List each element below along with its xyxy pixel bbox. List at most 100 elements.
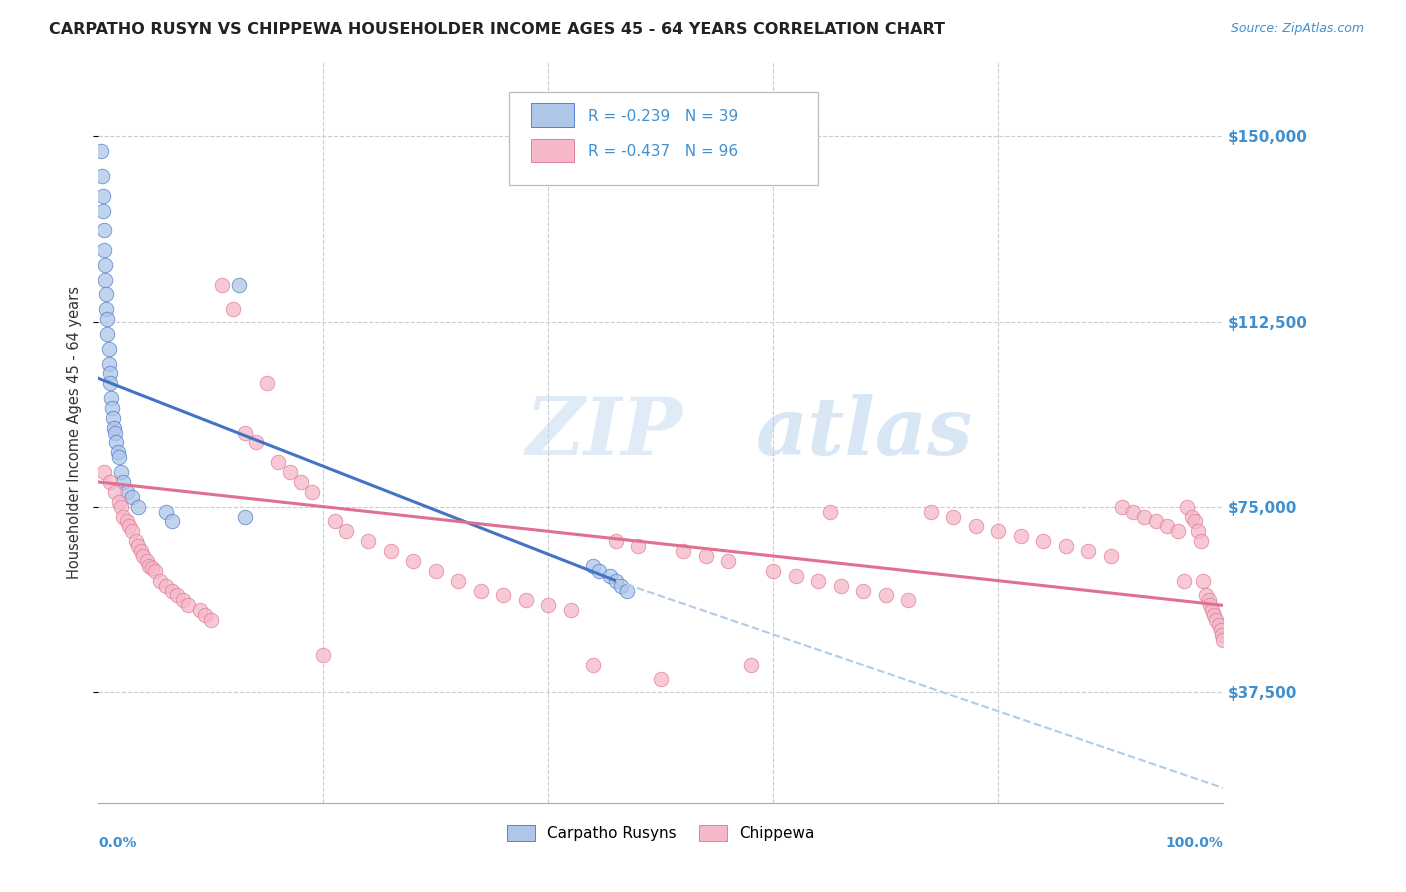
Point [357,534,380,549]
Point [717,554,740,568]
Point [852,583,875,598]
Point [335,524,357,539]
FancyBboxPatch shape [531,138,574,162]
Text: atlas: atlas [756,394,974,471]
Point [166,589,188,603]
Point [942,509,965,524]
Point [425,564,447,578]
Point [1212,632,1234,647]
Point [228,277,250,292]
Point [97,342,120,356]
Point [1111,500,1133,514]
Point [447,574,470,588]
Point [149,574,172,588]
Point [492,589,515,603]
Point [94,272,117,286]
Point [90,169,112,183]
Point [127,539,149,553]
Point [112,509,135,524]
Point [380,544,402,558]
Text: 0.0%: 0.0% [98,836,136,850]
Point [97,357,120,371]
Point [605,574,627,588]
Point [91,203,114,218]
Text: ZIP: ZIP [526,394,683,471]
Point [515,593,537,607]
Point [124,534,146,549]
Point [762,564,785,578]
Point [672,544,695,558]
Point [402,554,425,568]
Point [118,519,141,533]
Point [107,450,129,465]
Point [104,484,127,499]
Point [267,455,290,469]
Legend: Carpatho Rusyns, Chippewa: Carpatho Rusyns, Chippewa [501,819,821,847]
Point [818,505,841,519]
Point [560,603,582,617]
FancyBboxPatch shape [509,92,818,185]
Point [100,391,122,405]
Point [96,287,118,301]
Point [141,561,163,575]
Point [101,410,124,425]
Point [233,425,256,440]
Point [537,599,560,613]
Point [312,648,335,662]
Point [1156,519,1178,533]
Point [610,579,633,593]
Point [1201,603,1223,617]
Point [194,608,217,623]
Point [1198,599,1220,613]
Point [110,500,132,514]
Point [588,564,610,578]
Point [965,519,987,533]
Point [1208,618,1230,632]
Point [1184,515,1206,529]
Point [90,145,112,159]
Point [1173,574,1195,588]
Point [121,490,143,504]
Point [115,515,138,529]
Point [211,277,233,292]
Point [1077,544,1099,558]
Point [830,579,852,593]
Text: Source: ZipAtlas.com: Source: ZipAtlas.com [1230,22,1364,36]
Point [1204,608,1226,623]
Point [605,534,627,549]
Point [94,258,117,272]
Point [1195,589,1218,603]
Point [160,583,183,598]
Point [897,593,920,607]
Point [875,589,897,603]
Point [127,500,149,514]
Point [98,475,121,489]
Text: R = -0.437   N = 96: R = -0.437 N = 96 [588,144,738,159]
Point [470,583,492,598]
Point [1192,574,1215,588]
Point [1133,509,1156,524]
Point [1144,515,1167,529]
Point [101,401,124,415]
Point [1099,549,1122,563]
Point [110,465,132,479]
Point [135,554,157,568]
FancyBboxPatch shape [531,103,574,127]
Point [93,243,115,257]
Point [104,425,127,440]
Point [233,509,256,524]
Point [1198,593,1220,607]
Point [1187,524,1209,539]
Point [143,564,166,578]
Point [222,302,245,317]
Point [627,539,650,553]
Point [91,188,114,202]
Point [290,475,312,489]
Point [96,302,118,317]
Point [1211,628,1233,642]
Point [920,505,942,519]
Point [1205,613,1227,627]
Point [107,494,129,508]
Text: R = -0.239   N = 39: R = -0.239 N = 39 [588,109,738,124]
Point [785,568,807,582]
